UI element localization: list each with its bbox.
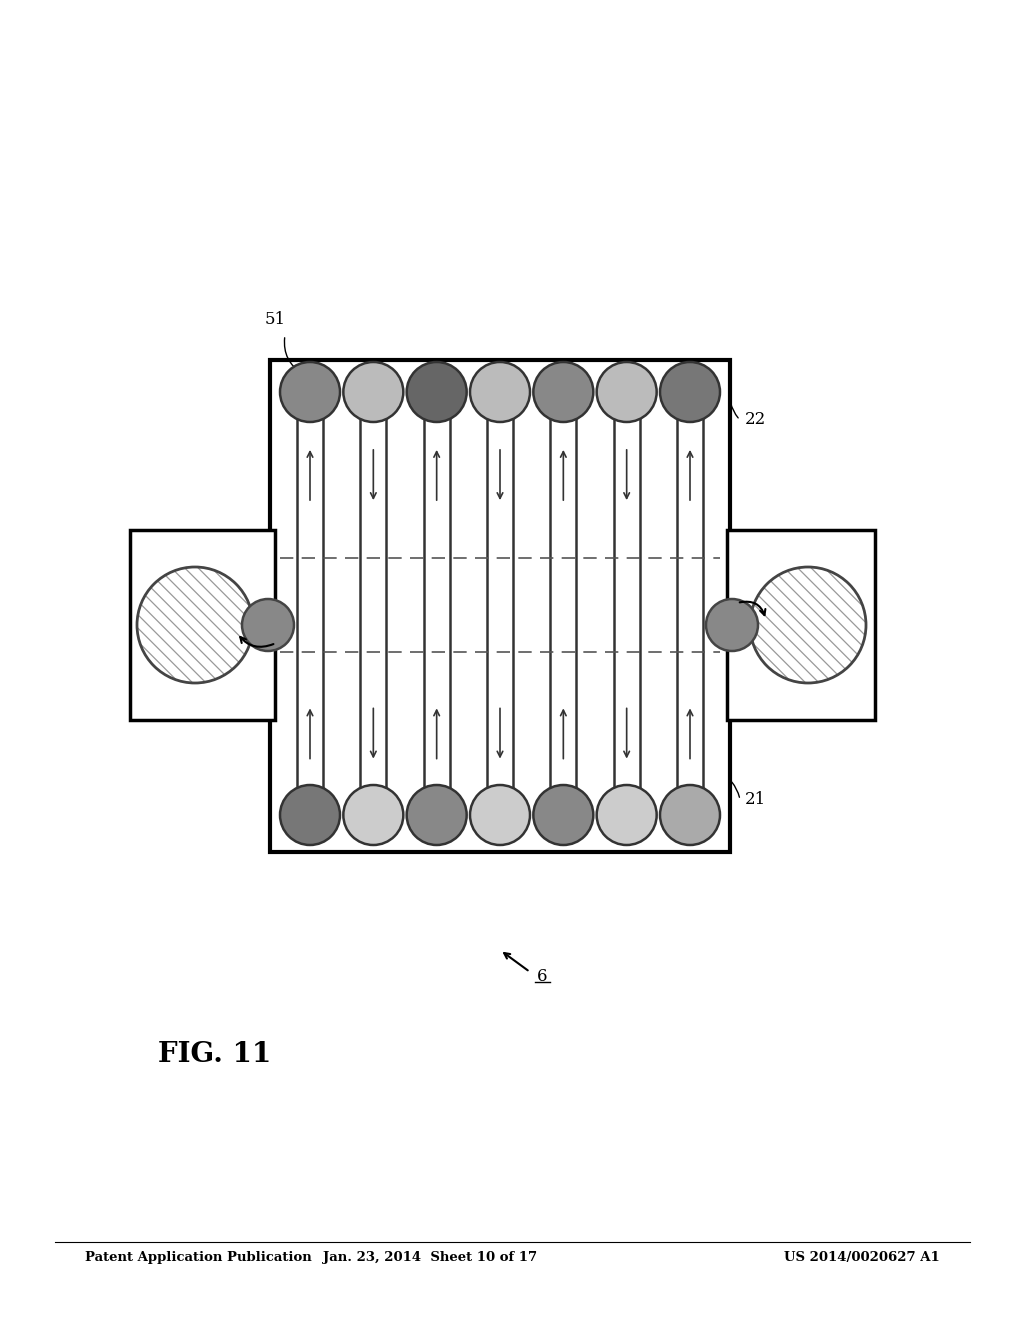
Circle shape bbox=[343, 785, 403, 845]
Bar bbox=[130, 531, 275, 719]
Text: 51: 51 bbox=[265, 312, 286, 329]
Text: US 2014/0020627 A1: US 2014/0020627 A1 bbox=[784, 1251, 940, 1265]
Text: 22: 22 bbox=[745, 412, 766, 429]
Circle shape bbox=[750, 568, 866, 682]
Circle shape bbox=[597, 785, 656, 845]
Circle shape bbox=[407, 785, 467, 845]
Circle shape bbox=[534, 785, 593, 845]
Circle shape bbox=[280, 362, 340, 422]
Bar bbox=[727, 531, 874, 719]
Bar bbox=[270, 360, 730, 851]
Text: Jan. 23, 2014  Sheet 10 of 17: Jan. 23, 2014 Sheet 10 of 17 bbox=[323, 1251, 537, 1265]
Circle shape bbox=[706, 599, 758, 651]
Text: 21: 21 bbox=[745, 792, 766, 808]
Circle shape bbox=[660, 785, 720, 845]
Circle shape bbox=[597, 362, 656, 422]
Circle shape bbox=[280, 785, 340, 845]
Circle shape bbox=[534, 362, 593, 422]
Circle shape bbox=[407, 362, 467, 422]
Text: Patent Application Publication: Patent Application Publication bbox=[85, 1251, 311, 1265]
Circle shape bbox=[137, 568, 253, 682]
Circle shape bbox=[660, 362, 720, 422]
Circle shape bbox=[470, 785, 530, 845]
Text: 6: 6 bbox=[537, 968, 548, 985]
Circle shape bbox=[242, 599, 294, 651]
Circle shape bbox=[470, 362, 530, 422]
Circle shape bbox=[343, 362, 403, 422]
Text: FIG. 11: FIG. 11 bbox=[158, 1041, 271, 1068]
